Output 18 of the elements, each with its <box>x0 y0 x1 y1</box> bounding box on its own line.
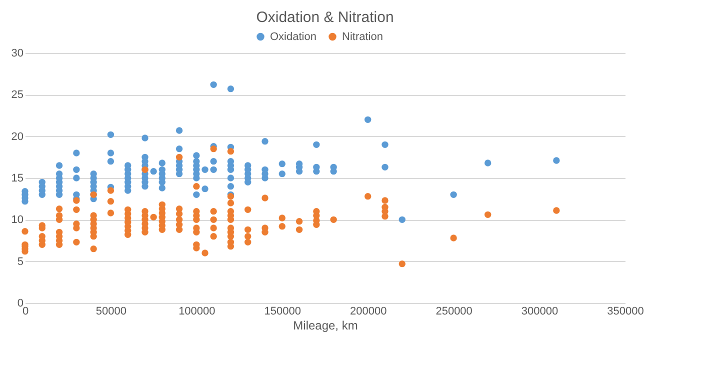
y-tick-label: 25 <box>11 89 24 102</box>
x-tick-label: 50000 <box>96 306 127 318</box>
x-tick-label: 200000 <box>350 306 387 318</box>
x-tick-label: 300000 <box>521 306 558 318</box>
y-tick-label: 15 <box>11 172 24 184</box>
y-tick-label: 0 <box>17 298 24 310</box>
x-tick-label: 250000 <box>436 306 472 318</box>
y-tick-label: 10 <box>11 214 24 226</box>
x-tick-label: 100000 <box>178 306 216 318</box>
legend-label: Nitration <box>342 30 383 43</box>
x-tick-label: 150000 <box>264 306 301 318</box>
x-tick-label: 350000 <box>607 306 644 318</box>
x-axis-title: Mileage, km <box>293 318 358 332</box>
y-tick-label: 5 <box>17 256 24 268</box>
y-tick-label: 30 <box>11 48 24 60</box>
legend-label: Oxidation <box>270 30 316 43</box>
y-tick-label: 20 <box>11 130 24 143</box>
chart-title: Oxidation & Nitration <box>256 9 394 26</box>
